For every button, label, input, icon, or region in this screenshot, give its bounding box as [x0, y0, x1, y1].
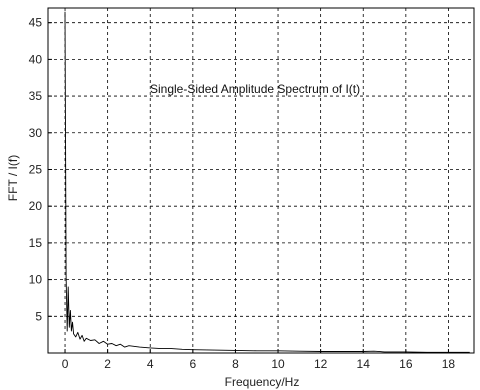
- x-tick-label: 6: [189, 357, 196, 371]
- x-tick-label: 0: [62, 357, 69, 371]
- spectrum-annotation: Single-Sided Amplitude Spectrum of I(t): [150, 82, 360, 96]
- y-tick-label: 5: [35, 309, 42, 323]
- x-tick-label: 10: [271, 357, 285, 371]
- x-tick-label: 18: [442, 357, 456, 371]
- spectrum-series-line: [64, 11, 470, 353]
- y-tick-label: 45: [29, 16, 43, 30]
- y-tick-label: 35: [29, 89, 43, 103]
- plot-frame: [47, 7, 475, 354]
- x-tick-label: 8: [232, 357, 239, 371]
- ticks: 0 2 4 6 8 10 12 14 16 18 5 10 15 20 25 30 35 40 45: [29, 16, 456, 371]
- y-axis-label: FFT / I(f): [6, 155, 20, 201]
- x-tick-label: 4: [147, 357, 154, 371]
- x-tick-label: 12: [314, 357, 328, 371]
- y-tick-label: 15: [29, 236, 43, 250]
- y-tick-label: 10: [29, 273, 43, 287]
- x-tick-label: 16: [399, 357, 413, 371]
- y-tick-label: 30: [29, 126, 43, 140]
- grid: [48, 8, 474, 353]
- x-tick-label: 14: [357, 357, 371, 371]
- y-tick-label: 25: [29, 162, 43, 176]
- x-tick-label: 2: [104, 357, 111, 371]
- y-tick-label: 20: [29, 199, 43, 213]
- series-layer: [64, 11, 470, 353]
- y-tick-label: 40: [29, 52, 43, 66]
- x-axis-label: Frequency/Hz: [225, 375, 300, 389]
